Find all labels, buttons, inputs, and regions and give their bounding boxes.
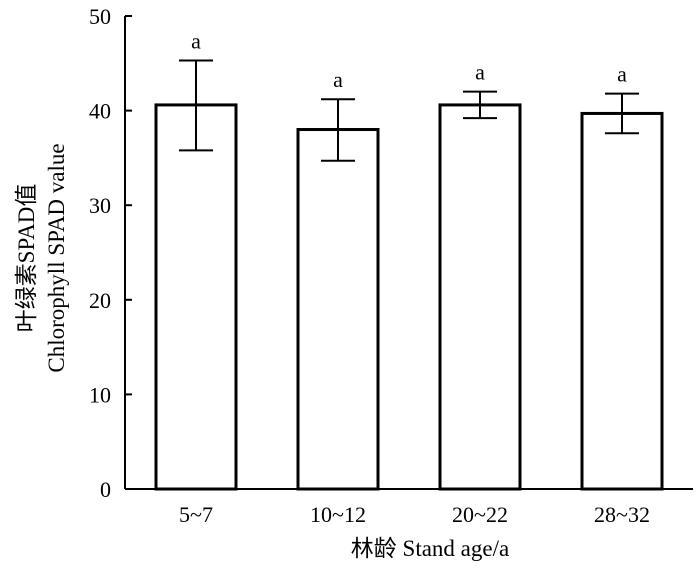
bar-10~12 bbox=[296, 128, 380, 491]
significance-letter: a bbox=[617, 62, 627, 87]
y-axis: 0 10 20 30 40 50 bbox=[89, 4, 132, 502]
y-axis-title-line1: 叶绿素SPAD值 bbox=[14, 184, 39, 333]
significance-letter: a bbox=[475, 60, 485, 85]
x-tick-label: 10~12 bbox=[310, 502, 366, 527]
y-tick-label: 10 bbox=[89, 382, 111, 407]
y-tick-label: 40 bbox=[89, 99, 111, 124]
significance-labels: a a a a bbox=[191, 28, 627, 92]
significance-letter: a bbox=[191, 28, 201, 53]
bars bbox=[154, 103, 664, 491]
bar-20~22 bbox=[438, 103, 522, 491]
bar-5~7 bbox=[154, 103, 238, 491]
x-tick-label: 5~7 bbox=[179, 502, 213, 527]
x-tick-label: 20~22 bbox=[452, 502, 508, 527]
y-tick-label: 0 bbox=[100, 477, 111, 502]
significance-letter: a bbox=[333, 67, 343, 92]
x-axis-title: 林龄 Stand age/a bbox=[351, 536, 509, 561]
y-tick-label: 20 bbox=[89, 288, 111, 313]
y-axis-title-line2: Chlorophyll SPAD value bbox=[44, 143, 69, 372]
bar-28~32 bbox=[580, 111, 664, 491]
y-tick-label: 30 bbox=[89, 193, 111, 218]
y-tick-label: 50 bbox=[89, 4, 111, 29]
error-bars bbox=[179, 59, 639, 162]
x-axis: 5~7 10~12 20~22 28~32 bbox=[125, 488, 693, 527]
x-tick-label: 28~32 bbox=[594, 502, 650, 527]
